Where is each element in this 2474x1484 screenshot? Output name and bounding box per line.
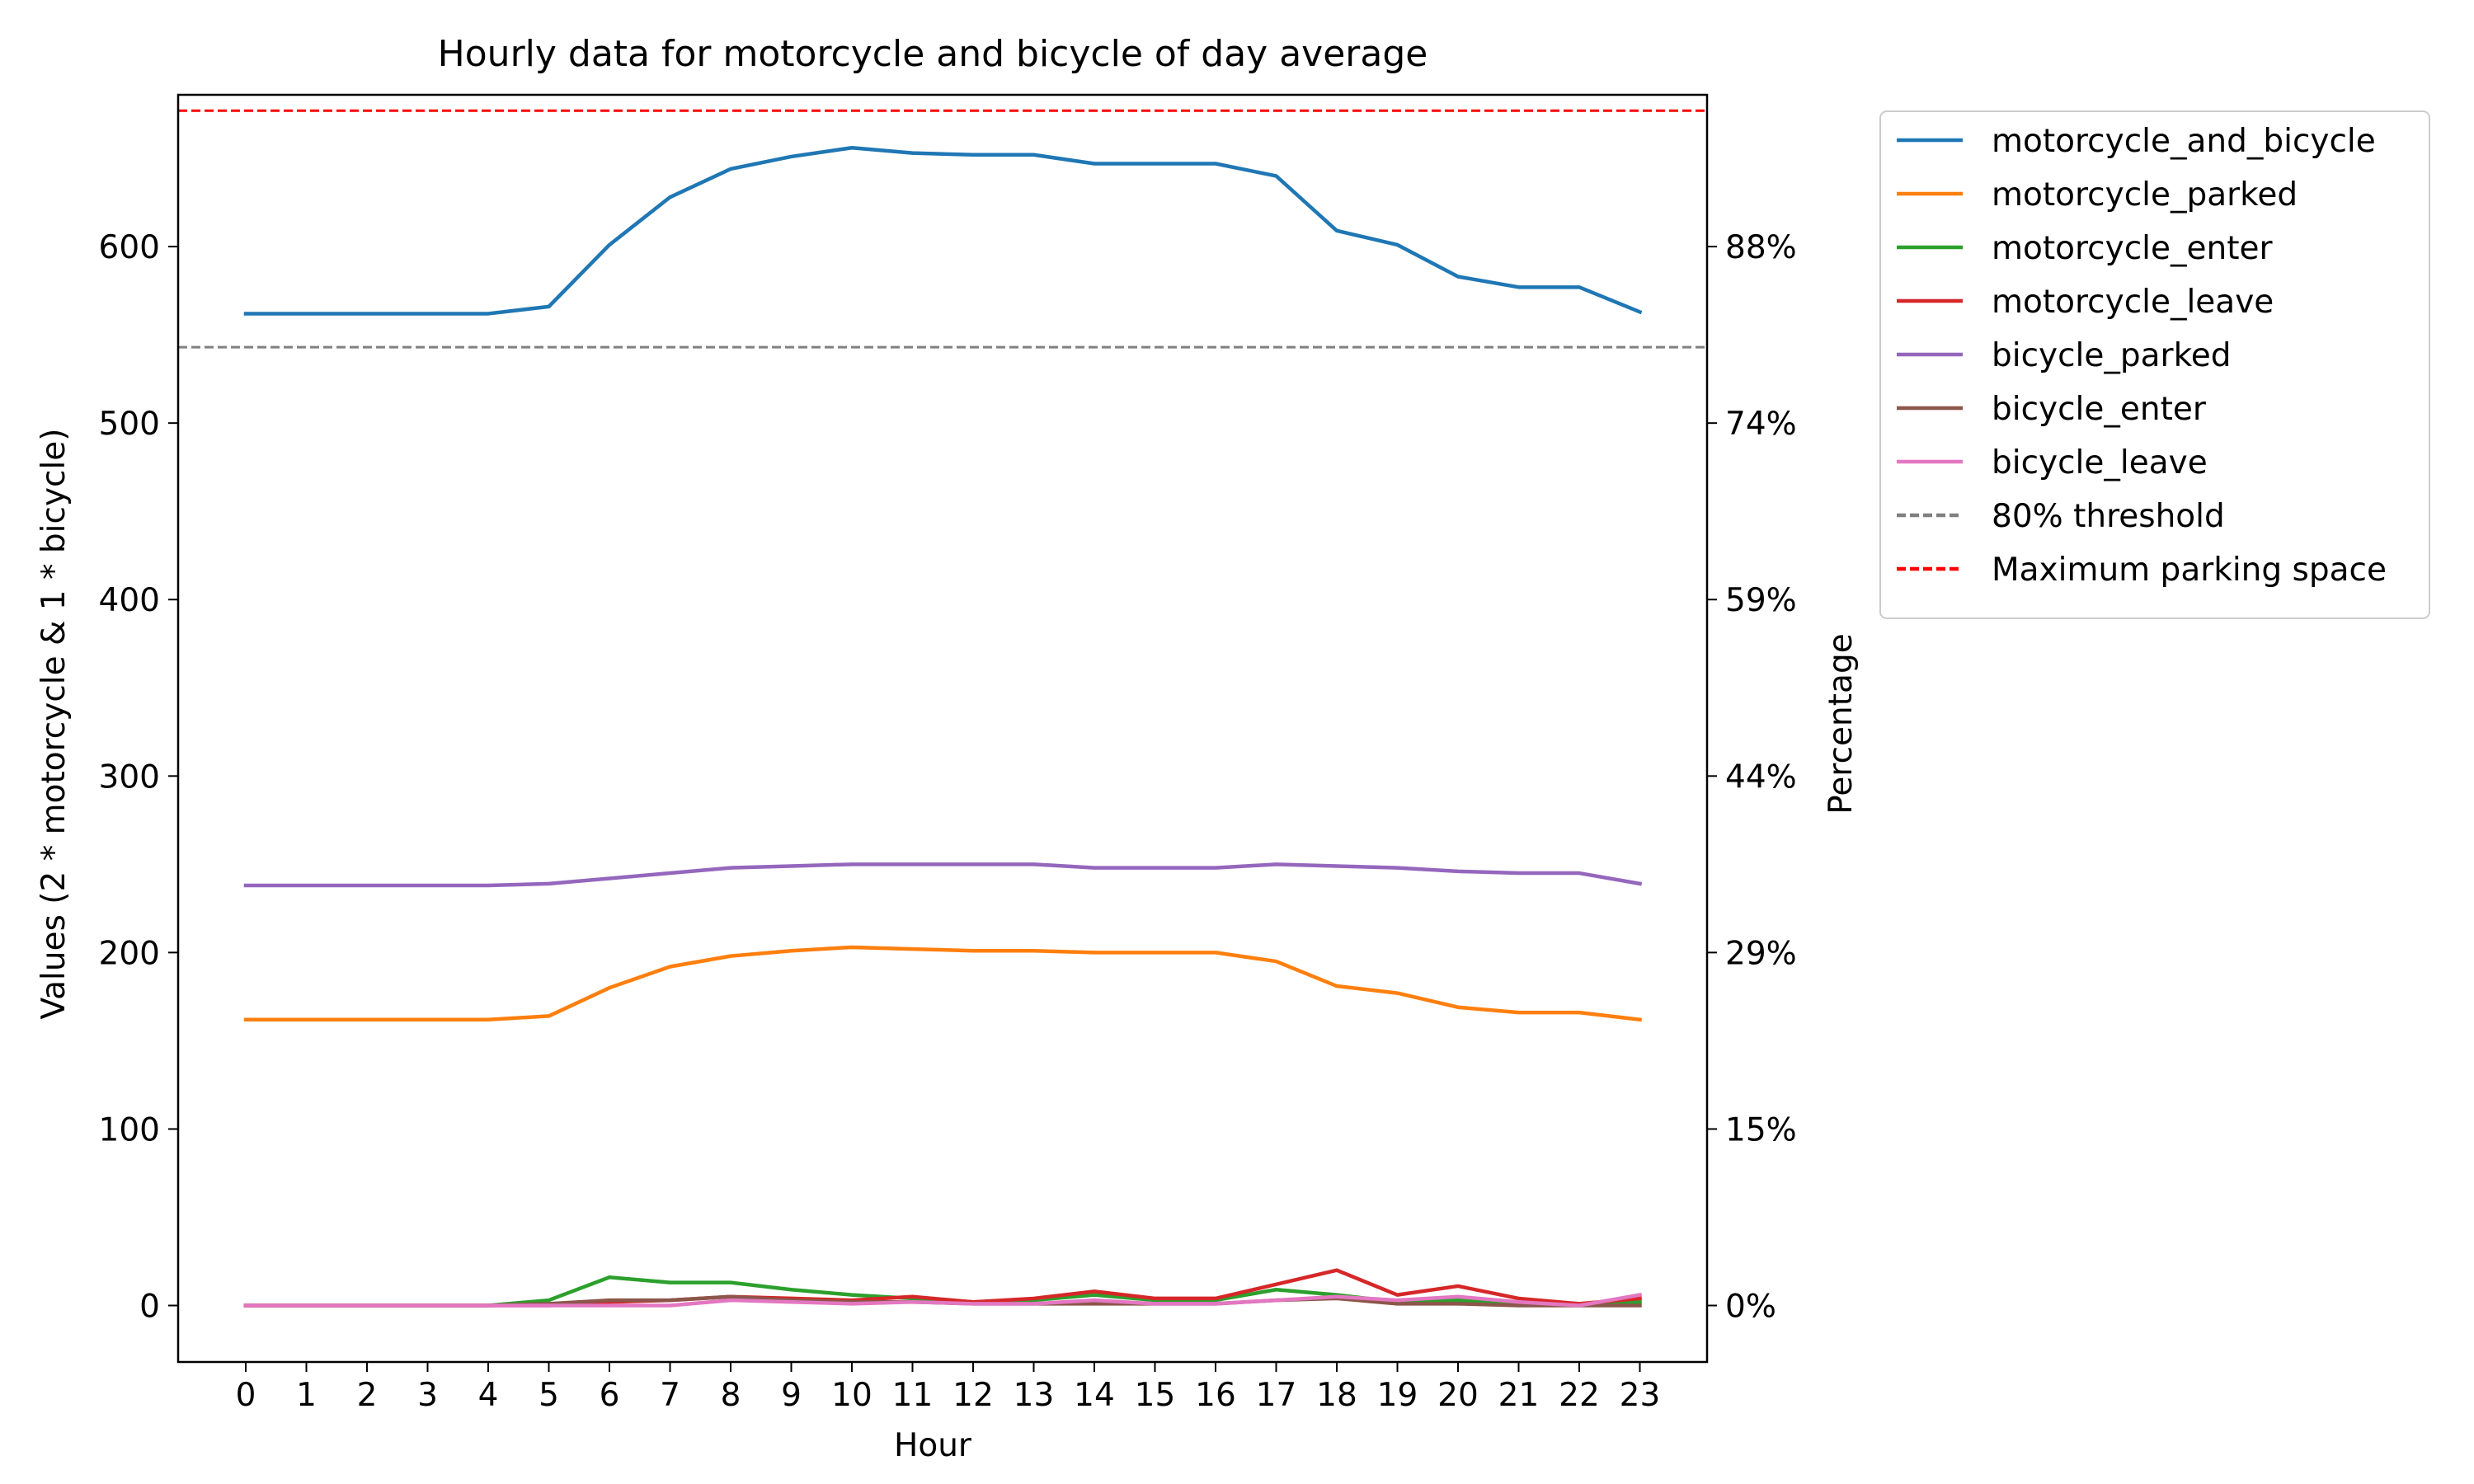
x-tick-label-18: 18 [1316, 1377, 1357, 1414]
x-tick-label-23: 23 [1620, 1377, 1661, 1414]
y-tick-label-5: 500 [99, 406, 160, 443]
y-tick-label-2: 200 [99, 935, 160, 972]
x-tick-label-19: 19 [1377, 1377, 1418, 1414]
y-tick-label-1: 100 [99, 1111, 160, 1148]
legend-label-3: motorcycle_leave [1992, 284, 2274, 321]
x-tick-label-12: 12 [952, 1377, 994, 1414]
y2-axis-ticks: 0% 15% 29% 44% 59% 74% 88% [1707, 229, 1797, 1325]
series-line-1 [243, 945, 1642, 1022]
y2-tick-label-4: 59% [1725, 582, 1797, 619]
series-line-6 [243, 1293, 1643, 1308]
x-tick-label-3: 3 [417, 1377, 438, 1414]
x-tick-label-13: 13 [1014, 1377, 1055, 1414]
legend-label-4: bicycle_parked [1992, 337, 2232, 374]
y2-axis-label: Percentage [1823, 633, 1860, 814]
series-line-0 [243, 145, 1643, 316]
x-tick-label-7: 7 [660, 1377, 680, 1414]
series-lines [243, 145, 1643, 1308]
x-tick-label-16: 16 [1195, 1377, 1236, 1414]
legend-label-2: motorcycle_enter [1992, 230, 2273, 267]
legend-box [1879, 110, 2430, 619]
y-tick-label-3: 300 [99, 758, 160, 796]
legend-label-8: Maximum parking space [1992, 552, 2387, 589]
plot-area-frame [176, 93, 1709, 1364]
legend-label-5: bicycle_enter [1992, 391, 2207, 428]
x-tick-label-6: 6 [600, 1377, 620, 1414]
x-tick-label-21: 21 [1498, 1377, 1540, 1414]
y2-tick-label-6: 88% [1725, 229, 1797, 266]
y-axis-label: Values (2 * motorcycle & 1 * bicycle) [35, 428, 73, 1019]
x-tick-label-20: 20 [1437, 1377, 1479, 1414]
reference-lines [178, 109, 1707, 349]
x-tick-label-9: 9 [781, 1377, 802, 1414]
series-line-4 [243, 862, 1643, 888]
x-tick-label-15: 15 [1135, 1377, 1176, 1414]
x-tick-label-1: 1 [296, 1377, 317, 1414]
y-tick-label-4: 400 [99, 582, 160, 619]
y2-tick-label-5: 74% [1725, 406, 1797, 443]
y2-tick-label-1: 15% [1725, 1111, 1797, 1148]
chart-title: Hourly data for motorcycle and bicycle o… [438, 33, 1428, 75]
legend-label-0: motorcycle_and_bicycle [1992, 123, 2376, 160]
x-axis-label: Hour [894, 1427, 972, 1464]
x-tick-label-4: 4 [478, 1377, 499, 1414]
x-tick-label-2: 2 [357, 1377, 378, 1414]
x-tick-label-0: 0 [236, 1377, 256, 1414]
legend-label-1: motorcycle_parked [1992, 176, 2298, 214]
x-tick-label-14: 14 [1074, 1377, 1115, 1414]
y2-tick-label-2: 29% [1725, 935, 1797, 972]
x-axis-ticks: 0 1 2 3 4 5 6 7 8 9 10 11 12 13 14 15 16 17 18 19 20 21 22 23 [236, 1362, 1661, 1414]
x-tick-label-5: 5 [539, 1377, 559, 1414]
y-axis-ticks: 0 100 200 300 400 500 600 [99, 229, 178, 1325]
y-tick-label-0: 0 [139, 1288, 160, 1325]
x-tick-label-8: 8 [721, 1377, 741, 1414]
x-tick-label-11: 11 [892, 1377, 934, 1414]
legend-label-6: bicycle_leave [1992, 444, 2208, 481]
y2-tick-label-0: 0% [1725, 1288, 1776, 1325]
legend: motorcycle_and_bicycle motorcycle_parkedm… [1879, 110, 2430, 619]
y2-tick-label-3: 44% [1725, 758, 1797, 796]
y-tick-label-6: 600 [99, 229, 160, 266]
x-tick-label-17: 17 [1256, 1377, 1297, 1414]
x-tick-label-22: 22 [1559, 1377, 1600, 1414]
legend-label-7: 80% threshold [1992, 498, 2225, 535]
x-tick-label-10: 10 [831, 1377, 872, 1414]
